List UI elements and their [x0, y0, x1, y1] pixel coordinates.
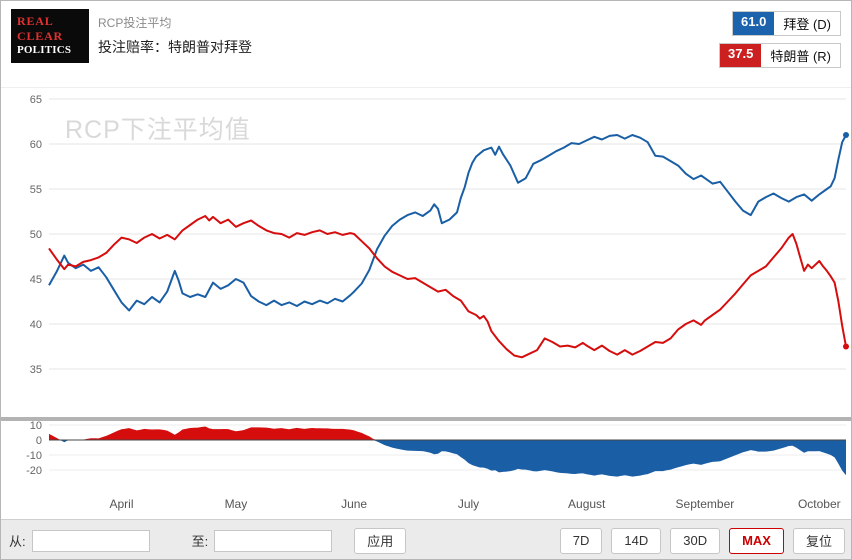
y-axis-label: 65: [30, 94, 42, 106]
logo-line-politics: POLITICS: [17, 44, 72, 56]
y-axis-label: 55: [30, 184, 42, 196]
range-7d-button[interactable]: 7D: [559, 527, 603, 554]
y-axis-label: 0: [36, 435, 42, 447]
legend-item-biden[interactable]: 61.0 拜登 (D): [732, 11, 841, 36]
x-axis-label: August: [568, 497, 606, 511]
y-axis-label: 40: [30, 319, 42, 331]
x-axis-label: May: [225, 497, 248, 511]
logo-line-clear: CLEAR: [17, 29, 64, 43]
panel-divider: [1, 417, 851, 421]
chart-area: 65 60 55 50 45 40 35 RCP下注平均值 10 0 -10 -20 April May J…: [1, 87, 851, 519]
header: REAL CLEAR POLITICS RCP投注平均 投注赔率：特朗普对拜登 …: [1, 1, 851, 87]
legend-item-trump[interactable]: 37.5 特朗普 (R): [719, 43, 841, 68]
to-date-input[interactable]: [214, 529, 333, 552]
watermark: RCP下注平均值: [65, 116, 251, 144]
legend: 61.0 拜登 (D) 37.5 特朗普 (R): [719, 11, 841, 68]
apply-button[interactable]: 应用: [354, 527, 407, 554]
y-axis-label: 45: [30, 274, 42, 286]
x-axis-label: April: [109, 497, 133, 511]
chart-title: 投注赔率：特朗普对拜登: [98, 39, 252, 55]
x-axis-label: October: [798, 497, 841, 511]
range-14d-button[interactable]: 14D: [611, 527, 662, 554]
betting-average-chart: 65 60 55 50 45 40 35 RCP下注平均值 10 0 -10 -20 April May J…: [1, 94, 851, 511]
x-axis-label: June: [341, 497, 367, 511]
biden-line: [48, 134, 847, 312]
from-label: 从:: [9, 534, 26, 549]
toolbar: 从: 至: 应用 7D 14D 30D MAX 复位: [1, 519, 851, 559]
chart-kicker: RCP投注平均: [98, 16, 172, 30]
spread-area-biden-lead: [49, 440, 846, 477]
biden-endpoint-marker: [843, 132, 849, 138]
biden-value-badge: 61.0: [733, 12, 775, 35]
to-label: 至:: [191, 534, 209, 549]
rcp-logo[interactable]: REAL CLEAR POLITICS: [11, 9, 89, 63]
trump-label: 特朗普 (R): [770, 49, 831, 64]
range-max-button[interactable]: MAX: [729, 527, 784, 554]
logo-line-real: REAL: [17, 14, 54, 28]
trump-line: [48, 215, 847, 359]
reset-button[interactable]: 复位: [792, 527, 845, 554]
trump-endpoint-marker: [843, 343, 849, 350]
y-axis-label: 10: [30, 420, 42, 432]
range-30d-button[interactable]: 30D: [670, 527, 721, 554]
y-axis-label: 60: [30, 139, 42, 151]
y-axis-label: 35: [30, 364, 42, 376]
y-axis-label: -10: [26, 450, 42, 462]
x-axis-label: July: [458, 497, 479, 511]
x-axis-label: September: [676, 497, 735, 511]
y-axis-label: 50: [30, 229, 42, 241]
y-axis-label: -20: [26, 465, 42, 477]
from-date-input[interactable]: [31, 529, 150, 552]
biden-label: 拜登 (D): [783, 17, 831, 32]
spread-area-trump-lead: [49, 426, 846, 440]
trump-value-badge: 37.5: [720, 44, 762, 67]
range-button-group: 7D 14D 30D MAX 复位: [559, 527, 845, 554]
